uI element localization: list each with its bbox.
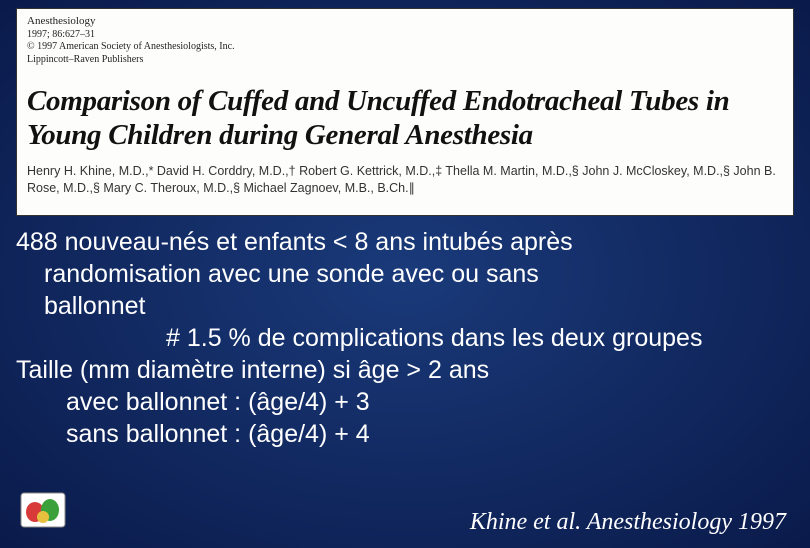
logo-icon <box>20 492 66 528</box>
journal-ref: 1997; 86:627–31 <box>27 29 783 42</box>
publisher-line: Lippincott–Raven Publishers <box>27 54 783 67</box>
paper-header: Anesthesiology 1997; 86:627–31 © 1997 Am… <box>16 8 794 216</box>
body-line-2: randomisation avec une sonde avec ou san… <box>44 258 794 290</box>
copyright-line: © 1997 American Society of Anesthesiolog… <box>27 41 783 54</box>
body-line-4: # 1.5 % de complications dans les deux g… <box>166 322 794 354</box>
paper-title: Comparison of Cuffed and Uncuffed Endotr… <box>27 84 783 152</box>
body-line-1: 488 nouveau-nés et enfants < 8 ans intub… <box>16 226 794 258</box>
author-list: Henry H. Khine, M.D.,* David H. Corddry,… <box>27 163 783 197</box>
body-line-3: ballonnet <box>44 290 794 322</box>
journal-name: Anesthesiology <box>27 15 783 29</box>
slide-body: 488 nouveau-nés et enfants < 8 ans intub… <box>16 226 794 450</box>
journal-info: Anesthesiology 1997; 86:627–31 © 1997 Am… <box>27 15 783 66</box>
body-line-5: Taille (mm diamètre interne) si âge > 2 … <box>16 354 794 386</box>
body-line-6: avec ballonnet : (âge/4) + 3 <box>66 386 794 418</box>
citation-text: Khine et al. Anesthesiology 1997 <box>470 509 786 536</box>
body-line-7: sans ballonnet : (âge/4) + 4 <box>66 418 794 450</box>
